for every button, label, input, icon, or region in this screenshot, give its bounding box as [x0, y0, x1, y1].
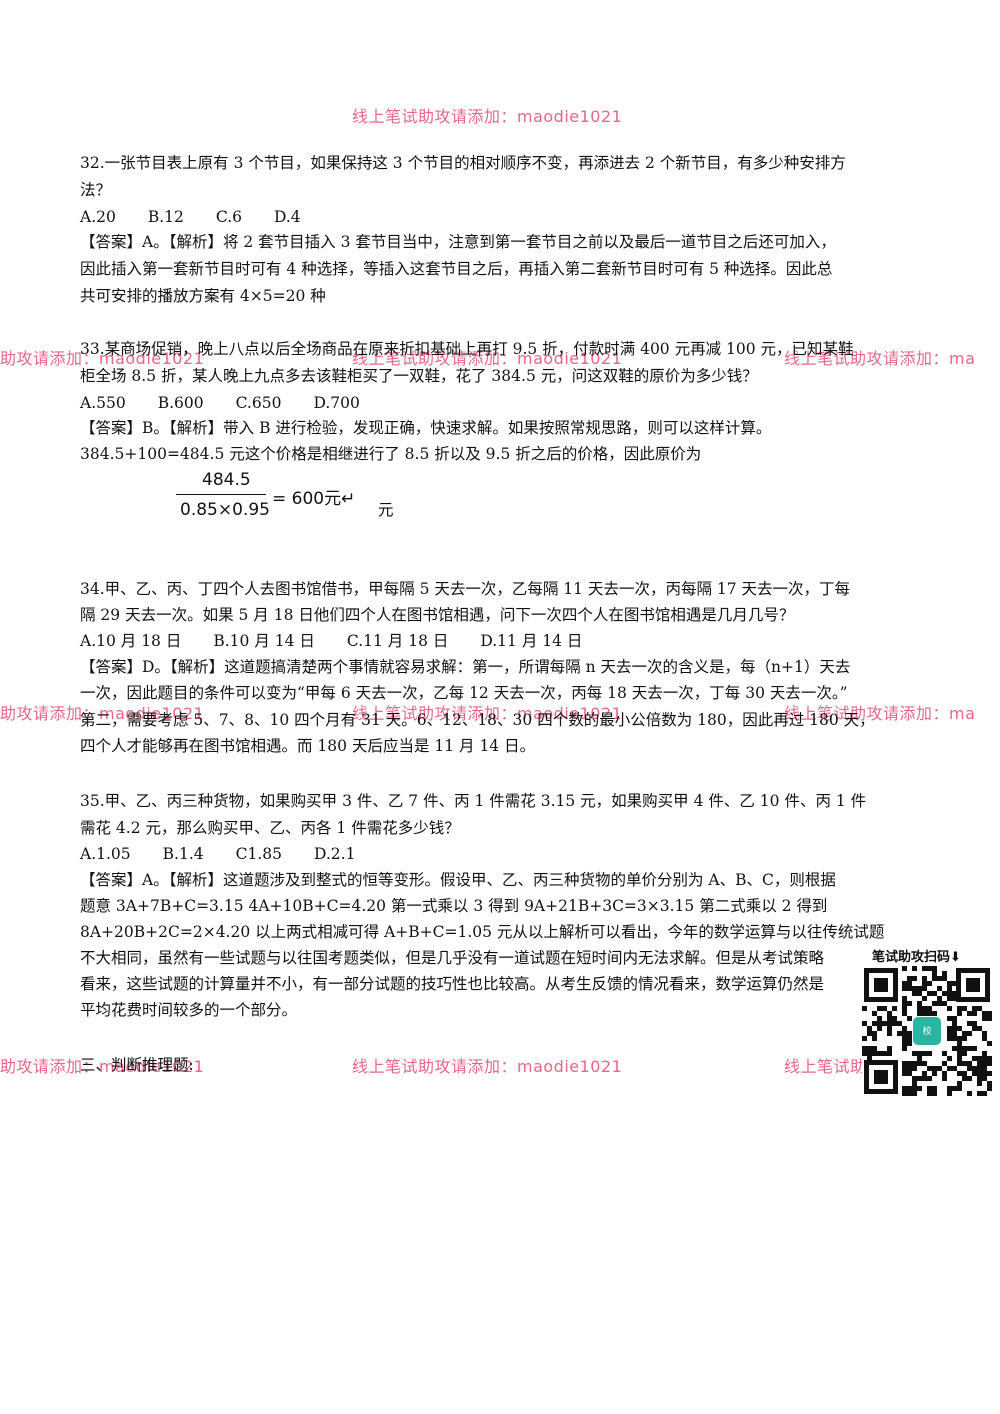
q35-stem-line1: 35.甲、乙、丙三种货物，如果购买甲 3 件、乙 7 件、丙 1 件需花 3.1… [80, 792, 867, 810]
option-c: C.6 [215, 208, 242, 226]
q34-answer-line3: 第二，需要考虑 5、7、8、10 四个月有 31 天。6、12、18、30 四个… [80, 711, 875, 729]
q35-answer-line3: 8A+20B+2C=2×4.20 以上两式相减可得 A+B+C=1.05 元从以… [80, 923, 885, 941]
q32-stem-line2: 法？ [80, 181, 112, 199]
q32-answer-line3: 共可安排的播放方案有 4×5=20 种 [80, 287, 326, 305]
option-a: A.550 [80, 394, 126, 412]
option-b: B.600 [157, 394, 204, 412]
option-b: B.12 [147, 208, 184, 226]
q35-options: A.1.05 B.1.4 C1.85 D.2.1 [80, 843, 387, 865]
option-b: B.1.4 [162, 845, 204, 863]
option-d: D.2.1 [313, 845, 356, 863]
q33-options: A.550 B.600 C.650 D.700 [80, 392, 392, 414]
watermark: 线上笔试助攻请添加：maodie1021 [352, 107, 623, 126]
q34-answer-line1: 【答案】D。【解析】这道题搞清楚两个事情就容易求解：第一，所谓每隔 n 天去一次… [80, 658, 851, 676]
q32-answer-line1: 【答案】A。【解析】将 2 套节目插入 3 套节目当中，注意到第一套节目之前以及… [80, 233, 836, 251]
q35-answer-line6: 平均花费时间较多的一个部分。 [80, 1001, 298, 1019]
option-b: B.10 月 14 日 [213, 632, 315, 650]
option-d: D.700 [313, 394, 360, 412]
q32-options: A.20 B.12 C.6 D.4 [80, 206, 333, 228]
q32-stem-line1: 32.一张节目表上原有 3 个节目，如果保持这 3 个节目的相对顺序不变，再添进… [80, 154, 846, 172]
option-c: C.650 [235, 394, 282, 412]
option-a: A.1.05 [80, 845, 131, 863]
q33-stem-line2: 柜全场 8.5 折，某人晚上九点多去该鞋柜买了一双鞋，花了 384.5 元，问这… [80, 367, 758, 385]
option-c: C.11 月 18 日 [346, 632, 449, 650]
qr-caption: 笔试助攻扫码⬇ [872, 950, 961, 965]
option-a: A.10 月 18 日 [80, 632, 182, 650]
qr-code-image: 校 [862, 966, 992, 1096]
option-a: A.20 [80, 208, 116, 226]
q32-answer-line2: 因此插入第一套新节目时可有 4 种选择，等插入这套节目之后，再插入第二套新节目时… [80, 260, 833, 278]
option-d: D.4 [274, 208, 301, 226]
q34-stem-line2: 隔 29 天去一次。如果 5 月 18 日他们四个人在图书馆相遇，问下一次四个人… [80, 606, 795, 624]
q33-answer-line1: 【答案】B。【解析】带入 B 进行检验，发现正确，快速求解。如果按照常规思路，则… [80, 419, 772, 437]
q35-answer-line4: 不大相同，虽然有一些试题与以往国考题类似，但是几乎没有一道试题在短时间内无法求解… [80, 949, 825, 967]
svg-text:校: 校 [922, 1025, 931, 1037]
formula-numerator: 484.5 [202, 470, 251, 490]
q35-answer-line1: 【答案】A。【解析】这道题涉及到整式的恒等变形。假设甲、乙、丙三种货物的单价分别… [80, 871, 836, 889]
q34-answer-line2: 一次，因此题目的条件可以变为“甲每 6 天去一次，乙每 12 天去一次，丙每 1… [80, 684, 848, 702]
q34-options: A.10 月 18 日 B.10 月 14 日 C.11 月 18 日 D.11 月 … [80, 630, 614, 652]
unit-yuan: 元 [378, 501, 394, 519]
q34-answer-line4: 四个人才能够再在图书馆相遇。而 180 天后应当是 11 月 14 日。 [80, 737, 536, 755]
watermark: 线上笔试助攻请添加：maodie1021 [352, 1057, 623, 1076]
section-heading: 三、判断推理题: [80, 1056, 194, 1074]
q35-answer-line5: 看来，这些试题的计算量并不小，有一部分试题的技巧性也比较高。从考生反馈的情况看来… [80, 975, 825, 993]
q35-answer-line2: 题意 3A+7B+C=3.15 4A+10B+C=4.20 第一式乘以 3 得到… [80, 897, 828, 915]
q33-stem-line1: 33.某商场促销，晚上八点以后全场商品在原来折扣基础上再打 9.5 折，付款时满… [80, 340, 854, 358]
formula-result: = 600元↵ [272, 489, 356, 509]
fraction-bar [176, 494, 266, 495]
q33-answer-line2: 384.5+100=484.5 元这个价格是相继进行了 8.5 折以及 9.5 … [80, 445, 702, 463]
option-d: D.11 月 14 日 [480, 632, 583, 650]
q35-stem-line2: 需花 4.2 元，那么购买甲、乙、丙各 1 件需花多少钱？ [80, 819, 460, 837]
q34-stem-line1: 34.甲、乙、丙、丁四个人去图书馆借书，甲每隔 5 天去一次，乙每隔 11 天去… [80, 580, 851, 598]
option-c: C1.85 [235, 845, 282, 863]
formula-denominator: 0.85×0.95 [180, 500, 270, 520]
